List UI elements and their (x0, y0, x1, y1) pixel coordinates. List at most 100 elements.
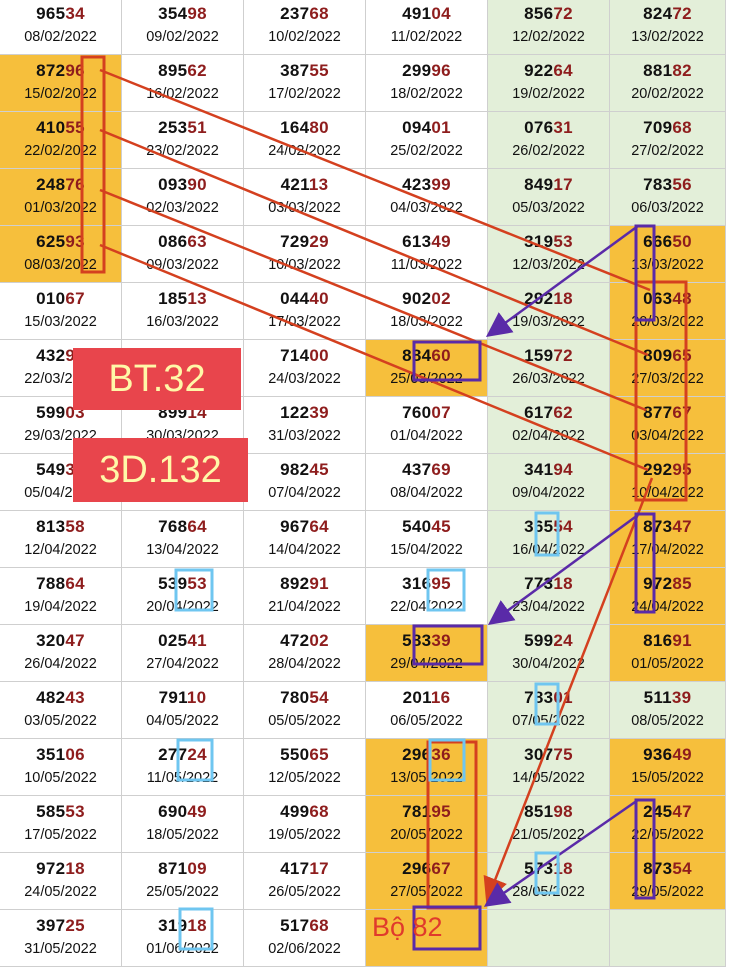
result-number: 87354 (643, 859, 692, 878)
result-date: 22/05/2022 (631, 827, 704, 843)
result-cell: 78054 05/05/2022 (244, 682, 366, 739)
result-number: 96764 (280, 517, 329, 536)
result-cell: 53953 20/04/2022 (122, 568, 244, 625)
result-cell: 90202 18/03/2022 (366, 283, 488, 340)
result-number: 09401 (402, 118, 451, 137)
result-number: 78356 (643, 175, 692, 194)
result-number: 25351 (158, 118, 207, 137)
result-date: 01/05/2022 (631, 656, 704, 672)
result-cell: 81691 01/05/2022 (610, 625, 726, 682)
result-date: 20/04/2022 (146, 599, 219, 615)
result-number: 58339 (402, 631, 451, 650)
result-date: 14/04/2022 (268, 542, 341, 558)
result-date: 06/05/2022 (390, 713, 463, 729)
result-cell: 58553 17/05/2022 (0, 796, 122, 853)
result-date: 22/02/2022 (24, 143, 97, 159)
result-number: 02541 (158, 631, 207, 650)
result-number: 54045 (402, 517, 451, 536)
result-date: 26/04/2022 (24, 656, 97, 672)
result-date: 27/05/2022 (390, 884, 463, 900)
result-cell: 38755 17/02/2022 (244, 55, 366, 112)
result-number: 77318 (524, 574, 573, 593)
result-cell: 72929 10/03/2022 (244, 226, 366, 283)
result-date: 02/06/2022 (268, 941, 341, 957)
result-date: 19/04/2022 (24, 599, 97, 615)
result-cell: 58339 29/04/2022 (366, 625, 488, 682)
result-date: 12/05/2022 (268, 770, 341, 786)
result-cell: 08663 09/03/2022 (122, 226, 244, 283)
result-number: 88182 (643, 61, 692, 80)
result-date: 21/04/2022 (268, 599, 341, 615)
result-number: 41055 (36, 118, 85, 137)
result-number: 31953 (524, 232, 573, 251)
result-cell: 39725 31/05/2022 (0, 910, 122, 967)
result-date: 20/02/2022 (631, 86, 704, 102)
result-cell: 79110 04/05/2022 (122, 682, 244, 739)
result-cell: 78301 07/05/2022 (488, 682, 610, 739)
result-number: 53953 (158, 574, 207, 593)
result-cell: 87347 17/04/2022 (610, 511, 726, 568)
result-cell: 59903 29/03/2022 (0, 397, 122, 454)
result-date: 08/03/2022 (24, 257, 97, 273)
result-number: 87109 (158, 859, 207, 878)
result-cell: 80965 27/03/2022 (610, 340, 726, 397)
result-number: 87296 (36, 61, 85, 80)
result-cell: 78356 06/03/2022 (610, 169, 726, 226)
result-number: 80965 (643, 346, 692, 365)
result-number: 97285 (643, 574, 692, 593)
result-cell: 84917 05/03/2022 (488, 169, 610, 226)
result-date: 02/04/2022 (512, 428, 585, 444)
result-cell: 49104 11/02/2022 (366, 0, 488, 55)
result-date: 08/05/2022 (631, 713, 704, 729)
result-cell: 30775 14/05/2022 (488, 739, 610, 796)
result-cell: 06348 20/03/2022 (610, 283, 726, 340)
result-number: 51768 (280, 916, 329, 935)
result-cell (610, 910, 726, 967)
result-date: 24/04/2022 (631, 599, 704, 615)
result-cell: 34194 09/04/2022 (488, 454, 610, 511)
result-cell: 88460 25/03/2022 (366, 340, 488, 397)
result-number: 49968 (280, 802, 329, 821)
result-cell: 66650 13/03/2022 (610, 226, 726, 283)
result-date: 13/03/2022 (631, 257, 704, 273)
result-number: 15972 (524, 346, 573, 365)
result-date: 03/03/2022 (268, 200, 341, 216)
result-date: 25/03/2022 (390, 371, 463, 387)
result-date: 20/03/2022 (631, 314, 704, 330)
result-number: 29996 (402, 61, 451, 80)
result-number: 31695 (402, 574, 451, 593)
result-cell: 70968 27/02/2022 (610, 112, 726, 169)
result-number: 61762 (524, 403, 573, 422)
result-cell: 85672 12/02/2022 (488, 0, 610, 55)
result-cell: 12239 31/03/2022 (244, 397, 366, 454)
result-date: 05/05/2022 (268, 713, 341, 729)
result-date: 15/02/2022 (24, 86, 97, 102)
result-cell: 35498 09/02/2022 (122, 0, 244, 55)
result-cell: 41055 22/02/2022 (0, 112, 122, 169)
result-number: 82472 (643, 4, 692, 23)
result-date: 31/03/2022 (268, 428, 341, 444)
result-date: 03/04/2022 (631, 428, 704, 444)
result-date: 13/05/2022 (390, 770, 463, 786)
result-date: 08/02/2022 (24, 29, 97, 45)
result-date: 04/05/2022 (146, 713, 219, 729)
result-date: 17/05/2022 (24, 827, 97, 843)
result-number: 76864 (158, 517, 207, 536)
result-cell: 93649 15/05/2022 (610, 739, 726, 796)
result-number: 58553 (36, 802, 85, 821)
result-number: 61349 (402, 232, 451, 251)
result-cell: 51139 08/05/2022 (610, 682, 726, 739)
result-number: 12239 (280, 403, 329, 422)
result-number: 89562 (158, 61, 207, 80)
result-date: 10/03/2022 (268, 257, 341, 273)
result-number: 55065 (280, 745, 329, 764)
result-number: 36554 (524, 517, 573, 536)
result-date: 09/03/2022 (146, 257, 219, 273)
result-date: 09/02/2022 (146, 29, 219, 45)
result-date: 01/06/2022 (146, 941, 219, 957)
result-date: 16/02/2022 (146, 86, 219, 102)
result-cell: 01067 15/03/2022 (0, 283, 122, 340)
result-cell: 77318 23/04/2022 (488, 568, 610, 625)
result-cell: 61349 11/03/2022 (366, 226, 488, 283)
result-date: 27/03/2022 (631, 371, 704, 387)
